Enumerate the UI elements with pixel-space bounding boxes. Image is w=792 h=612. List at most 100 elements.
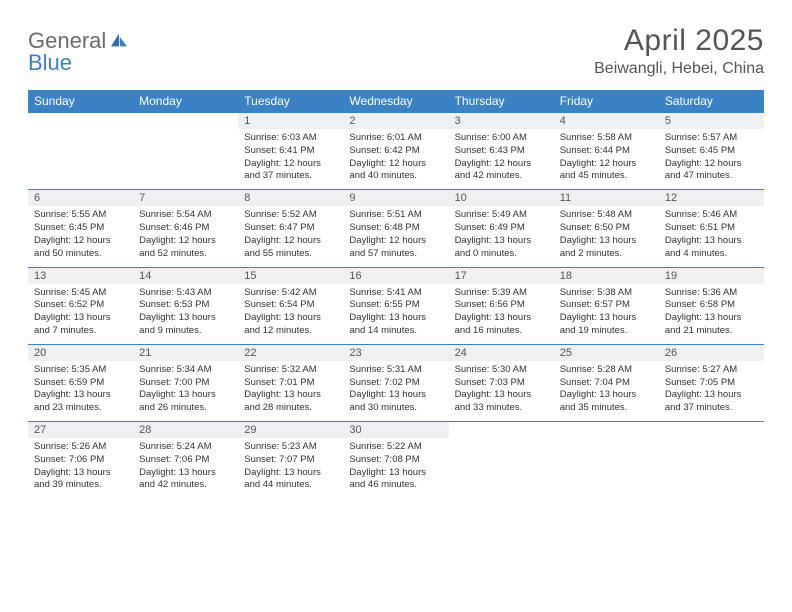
day-number: 1 <box>238 113 343 130</box>
daynum-row: 6789101112 <box>28 190 764 207</box>
weekday-header: Friday <box>554 90 659 113</box>
day-number: 16 <box>343 267 448 284</box>
weekday-header: Wednesday <box>343 90 448 113</box>
body-row: Sunrise: 5:26 AMSunset: 7:06 PMDaylight:… <box>28 438 764 498</box>
day-cell: Sunrise: 5:26 AMSunset: 7:06 PMDaylight:… <box>28 438 133 498</box>
day-cell: Sunrise: 5:27 AMSunset: 7:05 PMDaylight:… <box>659 361 764 422</box>
weekday-header: Monday <box>133 90 238 113</box>
body-row: Sunrise: 5:55 AMSunset: 6:45 PMDaylight:… <box>28 206 764 267</box>
day-number: 28 <box>133 422 238 439</box>
day-number: 30 <box>343 422 448 439</box>
day-cell: Sunrise: 5:39 AMSunset: 6:56 PMDaylight:… <box>449 284 554 345</box>
day-cell: Sunrise: 5:30 AMSunset: 7:03 PMDaylight:… <box>449 361 554 422</box>
weekday-header: Saturday <box>659 90 764 113</box>
day-details: Sunrise: 5:45 AMSunset: 6:52 PMDaylight:… <box>28 284 133 344</box>
day-cell: Sunrise: 5:23 AMSunset: 7:07 PMDaylight:… <box>238 438 343 498</box>
day-number: 18 <box>554 267 659 284</box>
day-details: Sunrise: 6:01 AMSunset: 6:42 PMDaylight:… <box>343 129 448 189</box>
day-number: 7 <box>133 190 238 207</box>
empty-cell <box>449 438 554 498</box>
day-cell: Sunrise: 5:35 AMSunset: 6:59 PMDaylight:… <box>28 361 133 422</box>
day-details: Sunrise: 5:36 AMSunset: 6:58 PMDaylight:… <box>659 284 764 344</box>
day-details: Sunrise: 5:48 AMSunset: 6:50 PMDaylight:… <box>554 206 659 266</box>
header: GeneralBlue April 2025 Beiwangli, Hebei,… <box>28 24 764 78</box>
day-number: 15 <box>238 267 343 284</box>
day-cell: Sunrise: 5:38 AMSunset: 6:57 PMDaylight:… <box>554 284 659 345</box>
weekday-header: Sunday <box>28 90 133 113</box>
day-cell: Sunrise: 6:00 AMSunset: 6:43 PMDaylight:… <box>449 129 554 190</box>
day-number: 26 <box>659 344 764 361</box>
day-details: Sunrise: 5:23 AMSunset: 7:07 PMDaylight:… <box>238 438 343 498</box>
day-number: 25 <box>554 344 659 361</box>
day-cell: Sunrise: 5:45 AMSunset: 6:52 PMDaylight:… <box>28 284 133 345</box>
day-details: Sunrise: 5:31 AMSunset: 7:02 PMDaylight:… <box>343 361 448 421</box>
day-cell: Sunrise: 5:49 AMSunset: 6:49 PMDaylight:… <box>449 206 554 267</box>
empty-cell <box>133 129 238 190</box>
day-number: 17 <box>449 267 554 284</box>
day-details: Sunrise: 5:35 AMSunset: 6:59 PMDaylight:… <box>28 361 133 421</box>
day-number: 23 <box>343 344 448 361</box>
empty-cell <box>554 422 659 439</box>
daynum-row: 27282930 <box>28 422 764 439</box>
empty-cell <box>659 422 764 439</box>
day-details: Sunrise: 5:30 AMSunset: 7:03 PMDaylight:… <box>449 361 554 421</box>
day-number: 5 <box>659 113 764 130</box>
day-cell: Sunrise: 5:43 AMSunset: 6:53 PMDaylight:… <box>133 284 238 345</box>
page-title: April 2025 <box>594 24 764 58</box>
day-cell: Sunrise: 5:46 AMSunset: 6:51 PMDaylight:… <box>659 206 764 267</box>
day-number: 19 <box>659 267 764 284</box>
day-details: Sunrise: 5:55 AMSunset: 6:45 PMDaylight:… <box>28 206 133 266</box>
empty-cell <box>28 113 133 130</box>
daynum-row: 13141516171819 <box>28 267 764 284</box>
day-cell: Sunrise: 6:01 AMSunset: 6:42 PMDaylight:… <box>343 129 448 190</box>
day-details: Sunrise: 5:26 AMSunset: 7:06 PMDaylight:… <box>28 438 133 498</box>
day-cell: Sunrise: 5:28 AMSunset: 7:04 PMDaylight:… <box>554 361 659 422</box>
day-details: Sunrise: 5:24 AMSunset: 7:06 PMDaylight:… <box>133 438 238 498</box>
day-cell: Sunrise: 5:34 AMSunset: 7:00 PMDaylight:… <box>133 361 238 422</box>
brand-part1: General <box>28 30 106 52</box>
day-cell: Sunrise: 5:42 AMSunset: 6:54 PMDaylight:… <box>238 284 343 345</box>
day-cell: Sunrise: 5:22 AMSunset: 7:08 PMDaylight:… <box>343 438 448 498</box>
weekday-header: Tuesday <box>238 90 343 113</box>
weekday-header-row: SundayMondayTuesdayWednesdayThursdayFrid… <box>28 90 764 113</box>
daynum-row: 20212223242526 <box>28 344 764 361</box>
day-cell: Sunrise: 5:54 AMSunset: 6:46 PMDaylight:… <box>133 206 238 267</box>
calendar-table: SundayMondayTuesdayWednesdayThursdayFrid… <box>28 90 764 498</box>
day-cell: Sunrise: 6:03 AMSunset: 6:41 PMDaylight:… <box>238 129 343 190</box>
day-cell: Sunrise: 5:41 AMSunset: 6:55 PMDaylight:… <box>343 284 448 345</box>
day-number: 2 <box>343 113 448 130</box>
empty-cell <box>28 129 133 190</box>
empty-cell <box>449 422 554 439</box>
day-number: 27 <box>28 422 133 439</box>
empty-cell <box>659 438 764 498</box>
location-text: Beiwangli, Hebei, China <box>594 60 764 78</box>
day-number: 3 <box>449 113 554 130</box>
day-cell: Sunrise: 5:52 AMSunset: 6:47 PMDaylight:… <box>238 206 343 267</box>
day-number: 13 <box>28 267 133 284</box>
day-number: 4 <box>554 113 659 130</box>
day-details: Sunrise: 5:34 AMSunset: 7:00 PMDaylight:… <box>133 361 238 421</box>
brand-logo: GeneralBlue <box>28 24 130 74</box>
day-details: Sunrise: 5:32 AMSunset: 7:01 PMDaylight:… <box>238 361 343 421</box>
day-number: 8 <box>238 190 343 207</box>
day-details: Sunrise: 5:27 AMSunset: 7:05 PMDaylight:… <box>659 361 764 421</box>
page: GeneralBlue April 2025 Beiwangli, Hebei,… <box>0 0 792 518</box>
day-number: 21 <box>133 344 238 361</box>
day-number: 9 <box>343 190 448 207</box>
day-number: 12 <box>659 190 764 207</box>
body-row: Sunrise: 5:35 AMSunset: 6:59 PMDaylight:… <box>28 361 764 422</box>
day-number: 29 <box>238 422 343 439</box>
day-details: Sunrise: 5:41 AMSunset: 6:55 PMDaylight:… <box>343 284 448 344</box>
brand-sail-icon <box>108 32 130 52</box>
day-details: Sunrise: 6:03 AMSunset: 6:41 PMDaylight:… <box>238 129 343 189</box>
day-cell: Sunrise: 5:31 AMSunset: 7:02 PMDaylight:… <box>343 361 448 422</box>
empty-cell <box>554 438 659 498</box>
weekday-header: Thursday <box>449 90 554 113</box>
day-cell: Sunrise: 5:55 AMSunset: 6:45 PMDaylight:… <box>28 206 133 267</box>
day-number: 10 <box>449 190 554 207</box>
day-number: 6 <box>28 190 133 207</box>
day-cell: Sunrise: 5:32 AMSunset: 7:01 PMDaylight:… <box>238 361 343 422</box>
day-details: Sunrise: 5:38 AMSunset: 6:57 PMDaylight:… <box>554 284 659 344</box>
day-cell: Sunrise: 5:58 AMSunset: 6:44 PMDaylight:… <box>554 129 659 190</box>
day-details: Sunrise: 5:28 AMSunset: 7:04 PMDaylight:… <box>554 361 659 421</box>
